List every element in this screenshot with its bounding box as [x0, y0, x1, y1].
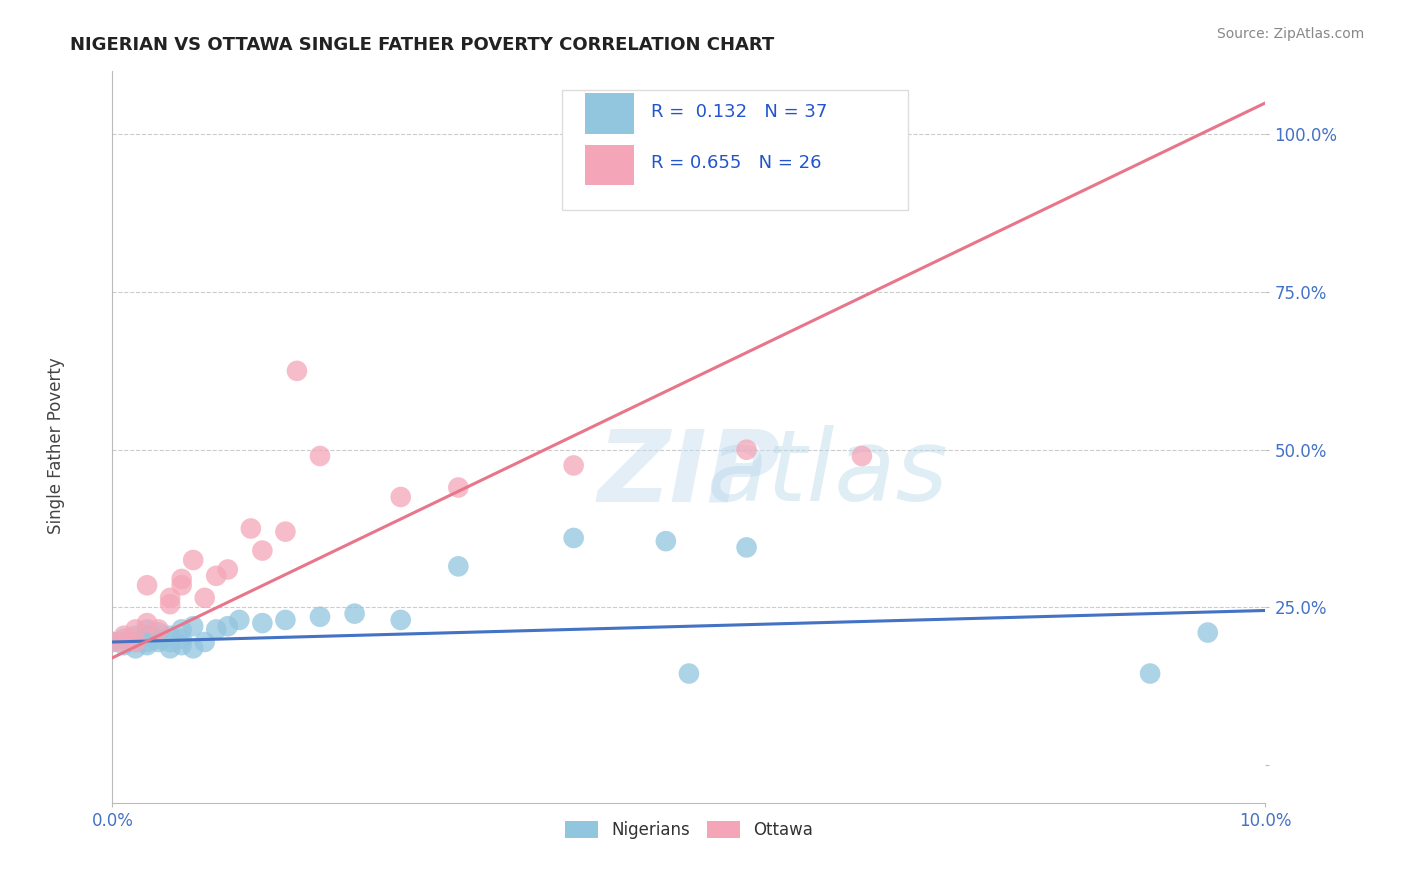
Point: [159, 635, 181, 649]
Point: [181, 641, 204, 656]
Point: [170, 578, 193, 592]
Point: [148, 625, 170, 640]
Point: [170, 623, 193, 637]
Text: NIGERIAN VS OTTAWA SINGLE FATHER POVERTY CORRELATION CHART: NIGERIAN VS OTTAWA SINGLE FATHER POVERTY…: [70, 36, 775, 54]
Point: [124, 623, 146, 637]
Point: [252, 616, 274, 631]
Point: [678, 666, 700, 681]
Point: [124, 635, 146, 649]
Point: [228, 613, 250, 627]
FancyBboxPatch shape: [562, 90, 908, 211]
Point: [343, 607, 366, 621]
Point: [136, 629, 159, 643]
Point: [309, 609, 332, 624]
Point: [735, 442, 758, 457]
Point: [851, 449, 873, 463]
Point: [447, 559, 470, 574]
Point: [389, 490, 412, 504]
Point: [148, 632, 170, 646]
Point: [159, 591, 181, 605]
Point: [274, 524, 297, 539]
Point: [217, 562, 239, 576]
Point: [274, 613, 297, 627]
Point: [124, 635, 146, 649]
Point: [101, 635, 124, 649]
Point: [205, 569, 228, 583]
Point: [136, 635, 159, 649]
Text: Single Father Poverty: Single Father Poverty: [48, 358, 65, 534]
Point: [136, 638, 159, 652]
Text: R =  0.132   N = 37: R = 0.132 N = 37: [651, 103, 827, 120]
Text: ZIP: ZIP: [598, 425, 780, 522]
Text: atlas: atlas: [706, 425, 948, 522]
Point: [170, 638, 193, 652]
Point: [239, 521, 262, 535]
Point: [447, 481, 470, 495]
Point: [181, 553, 204, 567]
Point: [101, 635, 124, 649]
Point: [136, 616, 159, 631]
Text: Source: ZipAtlas.com: Source: ZipAtlas.com: [1216, 27, 1364, 41]
Point: [112, 638, 135, 652]
Point: [170, 572, 193, 586]
Point: [205, 623, 228, 637]
Point: [136, 578, 159, 592]
Point: [112, 629, 135, 643]
Point: [389, 613, 412, 627]
Point: [159, 597, 181, 611]
Point: [194, 635, 217, 649]
Point: [309, 449, 332, 463]
Point: [181, 619, 204, 633]
FancyBboxPatch shape: [585, 145, 634, 185]
Point: [148, 635, 170, 649]
Point: [285, 364, 308, 378]
FancyBboxPatch shape: [585, 94, 634, 134]
Point: [655, 534, 678, 549]
Legend: Nigerians, Ottawa: Nigerians, Ottawa: [558, 814, 820, 846]
Text: R = 0.655   N = 26: R = 0.655 N = 26: [651, 153, 821, 172]
Point: [562, 531, 585, 545]
Point: [124, 641, 146, 656]
Point: [159, 629, 181, 643]
Point: [159, 641, 181, 656]
Point: [1197, 625, 1219, 640]
Point: [252, 543, 274, 558]
Point: [124, 629, 146, 643]
Point: [112, 632, 135, 646]
Point: [170, 632, 193, 646]
Point: [735, 541, 758, 555]
Point: [217, 619, 239, 633]
Point: [194, 591, 217, 605]
Point: [562, 458, 585, 473]
Point: [112, 635, 135, 649]
Point: [148, 623, 170, 637]
Point: [1139, 666, 1161, 681]
Point: [136, 623, 159, 637]
